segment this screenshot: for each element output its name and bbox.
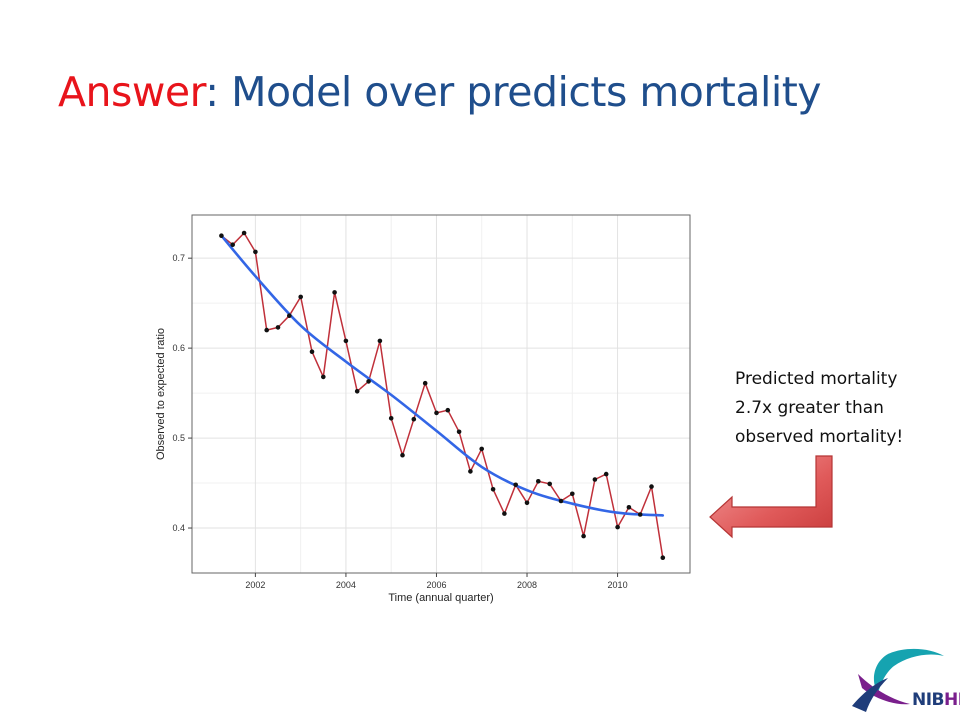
slide-title: Answer: Model over predicts mortality [58, 62, 822, 122]
data-point [592, 477, 598, 482]
logo-text: NIBHI [912, 690, 960, 710]
data-point [570, 491, 575, 497]
data-point [445, 407, 451, 413]
nibhi-logo: NIBHI [848, 648, 960, 718]
data-point [321, 374, 326, 380]
data-point [411, 416, 417, 422]
data-point [626, 505, 632, 510]
data-point [309, 349, 315, 354]
data-point [377, 338, 383, 344]
data-point [298, 294, 303, 300]
data-point [513, 482, 518, 488]
chart-axes: 2002 2004 2006 2008 2010 0.4 0.5 0.6 0.7 [172, 253, 627, 590]
title-rest: : Model over predicts mortality [205, 68, 822, 116]
data-point [547, 481, 552, 487]
data-point [468, 469, 473, 474]
chart-grid [192, 215, 690, 573]
data-point [253, 249, 258, 255]
callout-line: 2.7x greater than [735, 398, 884, 418]
nibhi-swoosh-icon [852, 648, 944, 712]
x-tick-label: 2006 [426, 580, 446, 590]
data-point [456, 429, 462, 435]
data-point [479, 446, 485, 452]
x-tick-label: 2004 [336, 580, 356, 590]
y-axis-label: Observed to expected ratio [155, 328, 167, 460]
data-point [558, 498, 564, 504]
data-point [603, 471, 609, 477]
data-point [275, 325, 281, 330]
x-tick-label: 2008 [517, 580, 537, 590]
data-point [354, 389, 360, 394]
data-point [366, 379, 371, 384]
data-point [536, 479, 541, 484]
x-axis-label: Time (annual quarter) [388, 592, 493, 604]
data-point [332, 290, 337, 295]
title-answer: Answer [58, 68, 206, 116]
data-point [581, 533, 586, 539]
callout-line: observed mortality! [735, 427, 904, 447]
y-tick-label: 0.5 [172, 433, 185, 443]
data-point [637, 512, 643, 517]
data-point [615, 524, 620, 530]
data-point [502, 511, 507, 516]
data-point [287, 313, 292, 318]
data-point [490, 487, 496, 492]
data-point [343, 338, 349, 344]
bent-arrow-left-icon [706, 453, 836, 545]
chart-svg: 2002 2004 2006 2008 2010 0.4 0.5 0.6 0.7 Time (a… [155, 214, 691, 604]
data-point [422, 380, 428, 386]
trend-line [220, 234, 665, 517]
logo-text-nib: NIB [912, 690, 945, 710]
data-point [388, 416, 394, 421]
data-point [434, 410, 439, 416]
callout-text: Predicted mortality 2.7x greater than ob… [735, 365, 950, 452]
logo-text-hi: HI [944, 690, 960, 710]
chart-series [219, 230, 666, 560]
plot-frame [191, 214, 691, 574]
callout-line: Predicted mortality [735, 369, 898, 389]
data-point [241, 230, 247, 236]
data-point [219, 233, 224, 238]
x-tick-label: 2010 [608, 580, 628, 590]
x-tick-label: 2002 [245, 580, 265, 590]
y-tick-label: 0.7 [172, 253, 185, 263]
y-tick-label: 0.4 [172, 523, 185, 533]
data-point [264, 327, 269, 333]
data-point [660, 555, 666, 560]
data-point [400, 452, 405, 458]
data-point [230, 242, 235, 247]
data-point [524, 500, 530, 506]
chart: 2002 2004 2006 2008 2010 0.4 0.5 0.6 0.7 Time (a… [150, 205, 700, 605]
data-point [649, 484, 654, 489]
y-tick-label: 0.6 [172, 343, 185, 353]
